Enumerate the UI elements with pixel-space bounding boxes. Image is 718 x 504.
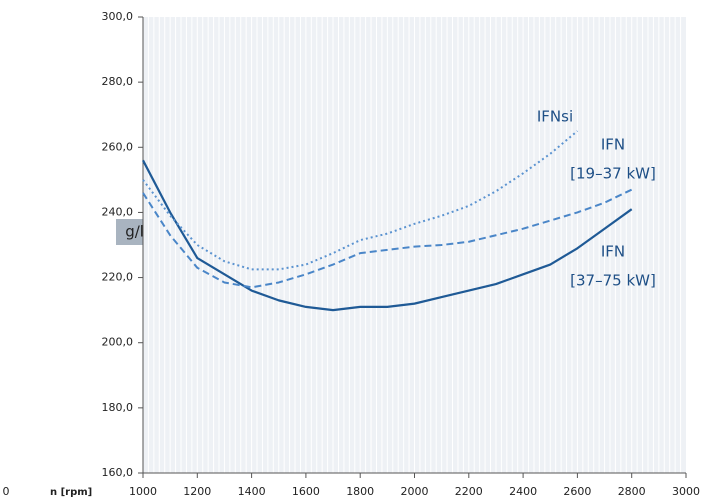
x-tick-label: 3000: [672, 485, 700, 498]
series-line: [142, 130, 579, 271]
y-tick-label: 180,0: [102, 401, 134, 414]
series-label: IFNsi: [537, 108, 573, 126]
y-tick-label: 280,0: [102, 75, 134, 88]
x-tick-label: 1600: [292, 485, 320, 498]
x-tick-label: 2800: [618, 485, 646, 498]
x-axis-label: n [rpm]: [50, 487, 92, 498]
y-tick-label: 160,0: [102, 466, 134, 479]
y-tick-label: 200,0: [102, 336, 134, 349]
x-tick-label: 2600: [563, 485, 591, 498]
series-line: [142, 188, 633, 289]
x-tick-label: 1200: [183, 485, 211, 498]
series-label: [19–37 kW]: [570, 165, 656, 183]
x-tick-label: 1800: [346, 485, 374, 498]
series-label: [37–75 kW]: [570, 272, 656, 290]
series-label: IFN: [601, 136, 625, 154]
y-tick-label: 260,0: [102, 140, 134, 153]
series-line: [142, 159, 633, 312]
x-tick-label: 1000: [129, 485, 157, 498]
x-tick-label: 2000: [401, 485, 429, 498]
x-tick-label: 2400: [509, 485, 537, 498]
y-tick-label: 220,0: [102, 271, 134, 284]
annotation: 0: [3, 485, 10, 498]
y-tick-label: 240,0: [102, 205, 134, 218]
series-label: IFN: [601, 243, 625, 261]
x-tick-label: 2200: [455, 485, 483, 498]
x-tick-label: 1400: [238, 485, 266, 498]
y-tick-label: 300,0: [102, 10, 134, 23]
